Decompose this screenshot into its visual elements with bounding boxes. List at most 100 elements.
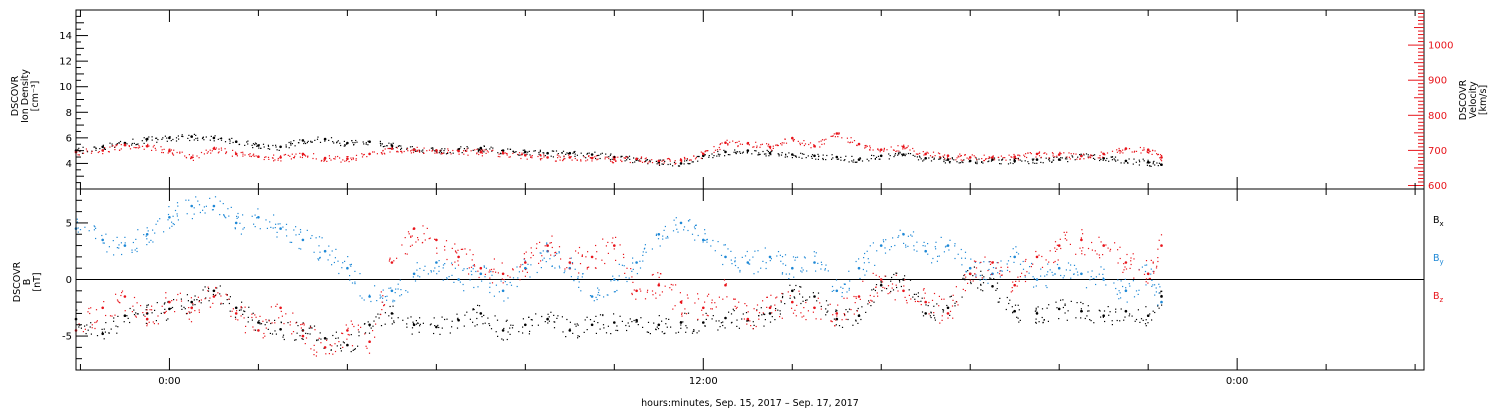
by-series-sample bbox=[242, 214, 244, 216]
bx-series-sample bbox=[287, 322, 289, 324]
by-series-sample bbox=[539, 252, 541, 254]
bx-series-sample bbox=[795, 284, 797, 287]
bz-series-sample bbox=[180, 300, 183, 302]
velocity-series-sample bbox=[892, 149, 895, 151]
bz-series-sample bbox=[489, 269, 491, 271]
bx-series-sample bbox=[497, 335, 499, 337]
bx-series-sample bbox=[1131, 315, 1133, 317]
by-series-sample bbox=[172, 223, 174, 225]
velocity-series-sample bbox=[215, 147, 217, 149]
velocity-series-sample bbox=[589, 157, 591, 159]
velocity-series-sample bbox=[922, 151, 924, 153]
density-series-sample bbox=[95, 147, 97, 149]
bx-series-sample bbox=[238, 309, 241, 311]
velocity-series-sample bbox=[98, 151, 100, 153]
by-series-sample bbox=[212, 209, 214, 211]
b-axis-title-line: DSCOVR bbox=[12, 261, 23, 302]
density-series-sample bbox=[124, 142, 127, 144]
bx-series-sample bbox=[607, 325, 609, 327]
velocity-series-sample bbox=[932, 156, 934, 158]
bx-series-point bbox=[791, 289, 794, 293]
velocity-series-point bbox=[1035, 152, 1039, 156]
velocity-series-sample bbox=[1154, 150, 1156, 152]
bz-series-sample bbox=[357, 329, 359, 331]
by-series-sample bbox=[176, 213, 178, 215]
bx-series-sample bbox=[1119, 320, 1121, 322]
bx-series-sample bbox=[1149, 313, 1151, 315]
bx-series-sample bbox=[393, 320, 395, 322]
by-series-sample bbox=[152, 229, 154, 231]
bz-series-point bbox=[368, 340, 371, 344]
density-series-sample bbox=[1139, 161, 1141, 163]
by-series-sample bbox=[490, 271, 492, 273]
by-series-sample bbox=[777, 251, 780, 253]
bz-series-point bbox=[879, 278, 883, 281]
density-series-sample bbox=[1065, 156, 1067, 158]
density-series-sample bbox=[133, 142, 135, 144]
bx-series-sample bbox=[509, 333, 511, 335]
bx-series-sample bbox=[363, 323, 366, 325]
velocity-series-sample bbox=[767, 145, 769, 147]
by-series-sample bbox=[693, 226, 696, 228]
density-series-sample bbox=[344, 144, 346, 146]
by-series-sample bbox=[1146, 264, 1148, 266]
velocity-series-sample bbox=[304, 154, 306, 156]
by-series-sample bbox=[269, 221, 271, 223]
by-series-sample bbox=[597, 291, 600, 294]
density-series-sample bbox=[1001, 159, 1003, 161]
by-series-sample bbox=[924, 245, 926, 247]
density-series-sample bbox=[877, 155, 880, 157]
by-series-sample bbox=[167, 213, 170, 216]
bx-series-sample bbox=[794, 297, 796, 299]
bz-series-sample bbox=[687, 297, 689, 299]
bz-series-sample bbox=[78, 323, 80, 325]
velocity-series-sample bbox=[905, 147, 907, 149]
density-series-sample bbox=[758, 154, 760, 156]
bx-series-sample bbox=[835, 310, 837, 312]
density-series-sample bbox=[111, 143, 113, 145]
bx-series-sample bbox=[219, 285, 221, 287]
density-series-sample bbox=[379, 140, 381, 142]
bz-series-sample bbox=[493, 258, 495, 260]
bx-series-sample bbox=[696, 332, 698, 334]
velocity-series-sample bbox=[410, 150, 412, 152]
density-series-sample bbox=[195, 137, 197, 140]
bz-series-sample bbox=[465, 253, 468, 255]
velocity-series-sample bbox=[1118, 147, 1120, 150]
bz-series-sample bbox=[984, 256, 986, 258]
density-series-sample bbox=[191, 136, 193, 138]
velocity-series-sample bbox=[151, 149, 153, 151]
by-series-sample bbox=[934, 246, 936, 248]
velocity-series-sample bbox=[964, 154, 966, 156]
bz-series-sample bbox=[497, 272, 499, 274]
velocity-series-sample bbox=[574, 157, 576, 160]
density-series-sample bbox=[586, 153, 588, 155]
velocity-series-sample bbox=[780, 143, 782, 145]
velocity-series-sample bbox=[345, 160, 348, 162]
bx-series-sample bbox=[980, 289, 982, 291]
bz-series-sample bbox=[575, 250, 577, 252]
bz-series-sample bbox=[850, 309, 852, 311]
velocity-series-sample bbox=[799, 142, 801, 144]
by-series-point bbox=[968, 266, 972, 270]
density-series-sample bbox=[332, 141, 334, 143]
by-series-point bbox=[857, 266, 861, 270]
bx-series-sample bbox=[219, 293, 221, 295]
by-series-sample bbox=[903, 242, 905, 244]
bz-series-sample bbox=[736, 306, 738, 308]
by-series-sample bbox=[1092, 278, 1094, 280]
bx-series-sample bbox=[393, 321, 395, 324]
bz-series-sample bbox=[1024, 274, 1026, 277]
by-series-sample bbox=[503, 300, 505, 302]
by-series-sample bbox=[1102, 277, 1104, 279]
bz-series-sample bbox=[426, 227, 428, 229]
velocity-series-sample bbox=[917, 153, 919, 155]
bx-series-sample bbox=[402, 319, 404, 321]
by-series-sample bbox=[820, 261, 822, 263]
by-series-sample bbox=[704, 229, 706, 231]
velocity-series-sample bbox=[823, 139, 825, 141]
by-series-sample bbox=[776, 255, 778, 257]
bz-series-sample bbox=[87, 311, 89, 313]
bx-series-sample bbox=[113, 317, 115, 319]
